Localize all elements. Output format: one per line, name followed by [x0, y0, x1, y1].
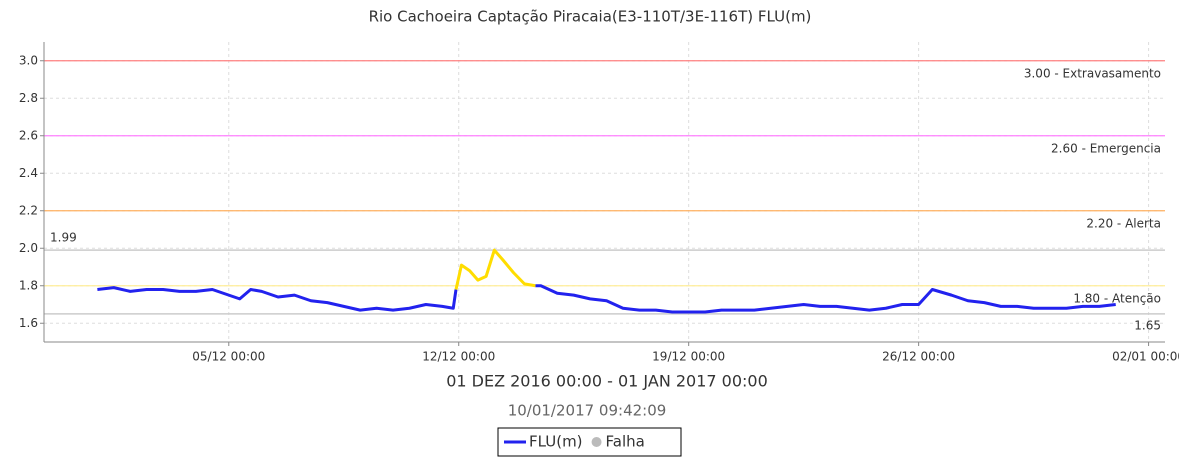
max-label: 1.99	[50, 231, 77, 245]
timestamp: 10/01/2017 09:42:09	[508, 402, 667, 420]
y-tick-label: 2.0	[19, 241, 38, 255]
y-tick-label: 2.2	[19, 203, 38, 217]
legend-label: Falha	[606, 433, 645, 451]
chart-title: Rio Cachoeira Captação Piracaia(E3-110T/…	[369, 8, 812, 26]
y-tick-label: 1.6	[19, 316, 38, 330]
y-tick-label: 3.0	[19, 53, 38, 67]
y-tick-label: 2.6	[19, 128, 38, 142]
threshold-label: 2.20 - Alerta	[1086, 216, 1161, 230]
legend-swatch	[591, 437, 602, 447]
data-line	[454, 248, 536, 290]
x-tick-label: 02/01 00:00	[1112, 350, 1179, 364]
threshold-label: 2.60 - Emergencia	[1051, 141, 1161, 155]
x-tick-label: 19/12 00:00	[652, 350, 725, 364]
threshold-label: 3.00 - Extravasamento	[1024, 66, 1161, 80]
legend-label: FLU(m)	[529, 433, 583, 451]
y-tick-label: 2.8	[19, 91, 38, 105]
subtitle: 01 DEZ 2016 00:00 - 01 JAN 2017 00:00	[446, 372, 768, 391]
x-tick-label: 12/12 00:00	[422, 350, 495, 364]
y-tick-label: 1.8	[19, 278, 38, 292]
data-line	[97, 284, 1116, 314]
x-tick-label: 05/12 00:00	[192, 350, 265, 364]
threshold-label: 1.80 - Atenção	[1073, 291, 1161, 305]
y-tick-label: 2.4	[19, 166, 38, 180]
legend-box	[497, 427, 682, 457]
min-label: 1.65	[1134, 318, 1161, 332]
x-tick-label: 26/12 00:00	[882, 350, 955, 364]
